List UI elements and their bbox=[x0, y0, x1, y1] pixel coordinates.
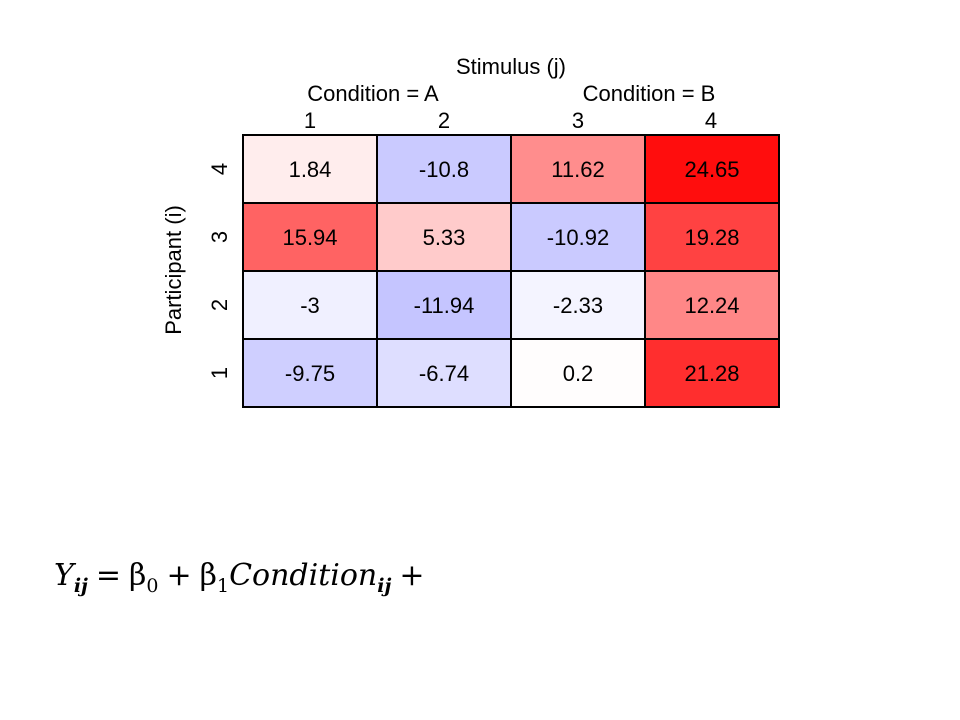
heatmap-cell bbox=[376, 202, 512, 272]
cell-value-label: -3 bbox=[300, 293, 320, 318]
equation-condition-subscript: ij bbox=[377, 575, 392, 597]
heatmap-cell bbox=[376, 270, 512, 340]
equation-beta1-subscript: 1 bbox=[216, 575, 230, 597]
heatmap-cell bbox=[644, 338, 780, 408]
equation-beta1: β bbox=[199, 558, 217, 593]
x-tick-label: 1 bbox=[304, 108, 316, 133]
condition-b-label: Condition = B bbox=[583, 81, 716, 106]
y-tick-label: 1 bbox=[207, 367, 232, 379]
cell-value-label: -10.8 bbox=[419, 157, 469, 182]
cell-value-label: 11.62 bbox=[551, 157, 604, 182]
cell-value-label: 21.28 bbox=[684, 361, 739, 386]
cell-value-label: 1.84 bbox=[289, 157, 332, 182]
equation-y: Y bbox=[54, 558, 74, 593]
x-tick-label: 3 bbox=[572, 108, 584, 133]
x-tick-label: 4 bbox=[705, 108, 717, 133]
heatmap-cell bbox=[242, 338, 378, 408]
cell-value-label: -10.92 bbox=[547, 225, 609, 250]
cell-value-label: -9.75 bbox=[285, 361, 335, 386]
y-tick-label: 4 bbox=[207, 163, 232, 175]
heatmap-cell bbox=[376, 134, 512, 204]
x-tick-label: 2 bbox=[438, 108, 450, 133]
equation-y-subscript: ij bbox=[73, 575, 88, 597]
equation-condition: Condition bbox=[229, 558, 378, 593]
y-tick-label: 2 bbox=[207, 299, 232, 311]
y-axis-label: Participant (i) bbox=[161, 205, 186, 335]
regression-equation: Yij = β0 + β1Conditionij + bbox=[54, 558, 432, 596]
cell-value-label: 5.33 bbox=[423, 225, 466, 250]
condition-a-label: Condition = A bbox=[307, 81, 439, 106]
chart-title: Stimulus (j) bbox=[456, 54, 566, 79]
y-tick-label: 3 bbox=[207, 231, 232, 243]
cell-value-label: -6.74 bbox=[419, 361, 469, 386]
heatmap-cell bbox=[644, 270, 780, 340]
cell-value-label: 0.2 bbox=[563, 361, 594, 386]
equation-plus-1: + bbox=[166, 558, 192, 593]
cell-value-label: -11.94 bbox=[414, 293, 475, 318]
equation-equals: = bbox=[95, 558, 122, 593]
cell-value-label: 19.28 bbox=[684, 225, 739, 250]
heatmap-cell bbox=[644, 202, 780, 272]
heatmap-cell bbox=[644, 134, 780, 204]
equation-beta0-subscript: 0 bbox=[146, 575, 159, 597]
cell-value-label: 12.24 bbox=[684, 293, 739, 318]
cell-value-label: -2.33 bbox=[553, 293, 603, 318]
equation-plus-2: + bbox=[399, 558, 425, 593]
heatmap-cell bbox=[242, 134, 378, 204]
cell-value-label: 24.65 bbox=[684, 157, 739, 182]
heatmap-cell bbox=[376, 338, 512, 408]
equation-beta0: β bbox=[129, 558, 147, 593]
cell-value-label: 15.94 bbox=[282, 225, 337, 250]
